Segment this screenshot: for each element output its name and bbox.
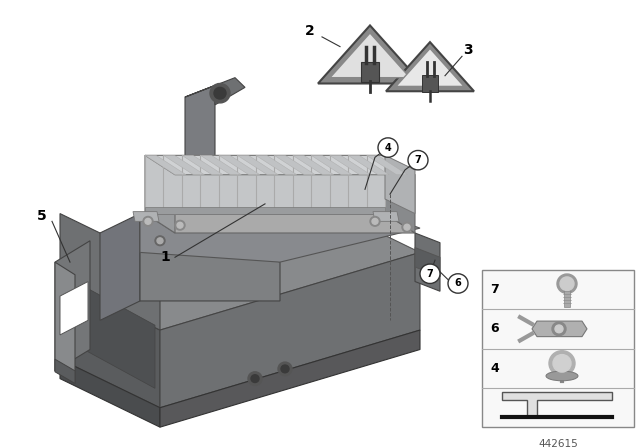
Polygon shape xyxy=(75,281,155,388)
Polygon shape xyxy=(140,214,280,301)
Circle shape xyxy=(378,138,398,157)
Polygon shape xyxy=(145,155,186,175)
Polygon shape xyxy=(415,248,440,277)
Text: 5: 5 xyxy=(37,208,47,223)
Polygon shape xyxy=(256,155,297,175)
Text: 1: 1 xyxy=(160,250,170,264)
Polygon shape xyxy=(386,42,474,91)
Circle shape xyxy=(404,224,410,230)
Polygon shape xyxy=(564,284,570,307)
Polygon shape xyxy=(145,214,415,233)
Polygon shape xyxy=(348,155,389,175)
Polygon shape xyxy=(145,155,175,233)
Polygon shape xyxy=(160,252,420,408)
Text: 7: 7 xyxy=(427,269,433,279)
Circle shape xyxy=(549,351,575,376)
Polygon shape xyxy=(237,155,278,175)
Polygon shape xyxy=(185,78,245,105)
Polygon shape xyxy=(219,155,260,175)
Polygon shape xyxy=(60,281,160,408)
Circle shape xyxy=(555,325,563,333)
Circle shape xyxy=(157,238,163,244)
Polygon shape xyxy=(415,233,440,291)
Ellipse shape xyxy=(546,371,578,381)
Polygon shape xyxy=(373,211,399,221)
Polygon shape xyxy=(60,359,160,427)
Polygon shape xyxy=(330,33,410,78)
Circle shape xyxy=(145,219,151,224)
Circle shape xyxy=(177,222,183,228)
Text: 4: 4 xyxy=(385,142,392,153)
Text: 3: 3 xyxy=(463,43,473,57)
Polygon shape xyxy=(367,155,408,175)
Text: 442615: 442615 xyxy=(538,439,578,448)
Polygon shape xyxy=(163,155,205,175)
Polygon shape xyxy=(274,155,316,175)
Circle shape xyxy=(281,365,289,373)
Circle shape xyxy=(557,274,577,293)
Circle shape xyxy=(278,362,292,376)
FancyBboxPatch shape xyxy=(361,62,379,82)
Polygon shape xyxy=(532,321,587,336)
Circle shape xyxy=(408,151,428,170)
Polygon shape xyxy=(140,214,420,262)
Polygon shape xyxy=(100,214,140,320)
Polygon shape xyxy=(160,330,420,427)
Polygon shape xyxy=(396,48,464,86)
Polygon shape xyxy=(145,207,385,214)
Polygon shape xyxy=(385,155,415,233)
Text: 7: 7 xyxy=(490,283,499,296)
Polygon shape xyxy=(55,359,75,383)
Circle shape xyxy=(143,216,153,226)
Circle shape xyxy=(420,264,440,284)
Circle shape xyxy=(402,222,412,232)
Polygon shape xyxy=(182,155,223,175)
Polygon shape xyxy=(145,155,385,214)
Circle shape xyxy=(357,222,363,228)
Polygon shape xyxy=(200,155,241,175)
Polygon shape xyxy=(318,26,422,83)
Circle shape xyxy=(370,216,380,226)
Polygon shape xyxy=(60,214,160,330)
Polygon shape xyxy=(385,155,415,214)
Polygon shape xyxy=(133,211,159,221)
Text: 2: 2 xyxy=(305,24,315,38)
Circle shape xyxy=(448,274,468,293)
Polygon shape xyxy=(311,155,352,175)
Polygon shape xyxy=(60,281,88,335)
Text: 4: 4 xyxy=(490,362,499,375)
Polygon shape xyxy=(502,392,612,417)
Circle shape xyxy=(248,372,262,385)
Circle shape xyxy=(155,236,165,246)
Polygon shape xyxy=(55,241,90,371)
Circle shape xyxy=(355,220,365,230)
Polygon shape xyxy=(55,262,75,383)
Circle shape xyxy=(552,322,566,336)
Polygon shape xyxy=(185,86,215,196)
FancyBboxPatch shape xyxy=(422,75,438,92)
Polygon shape xyxy=(330,155,371,175)
Polygon shape xyxy=(292,155,334,175)
Circle shape xyxy=(175,220,185,230)
Circle shape xyxy=(210,83,230,103)
Circle shape xyxy=(553,354,571,372)
Circle shape xyxy=(251,375,259,383)
Text: 6: 6 xyxy=(454,279,461,289)
Circle shape xyxy=(560,277,574,290)
Polygon shape xyxy=(60,204,420,330)
FancyBboxPatch shape xyxy=(482,270,634,427)
Text: 6: 6 xyxy=(490,323,499,336)
Circle shape xyxy=(214,87,226,99)
Circle shape xyxy=(372,219,378,224)
Text: 7: 7 xyxy=(415,155,421,165)
Polygon shape xyxy=(145,155,415,175)
